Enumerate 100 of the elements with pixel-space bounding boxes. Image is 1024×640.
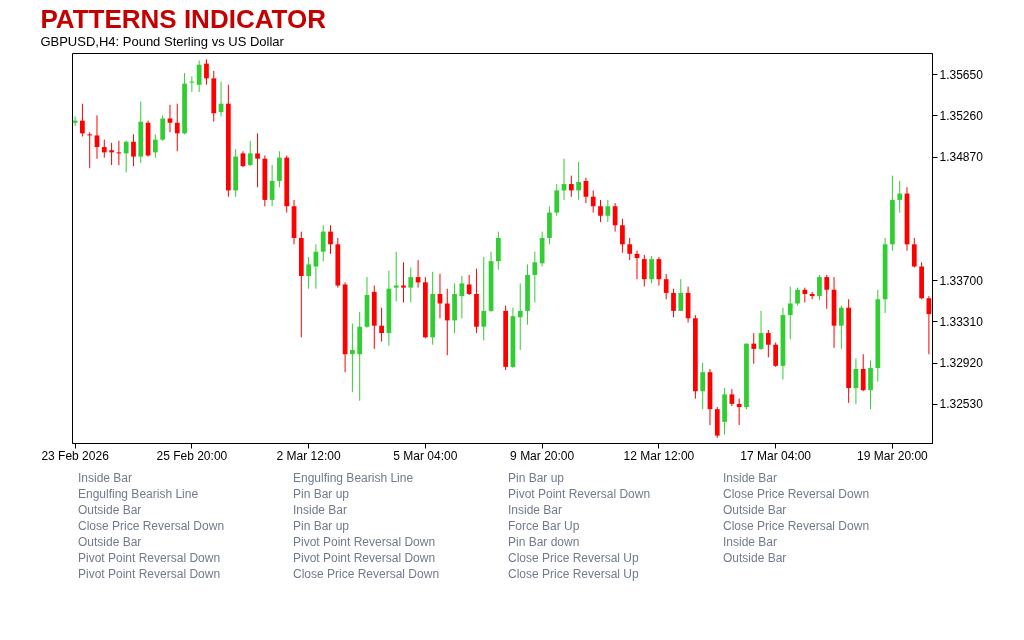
text: Inside Bar <box>508 503 563 517</box>
chart-subtitle: GBPUSD,H4: Pound Sterling vs US Dollar <box>40 33 285 49</box>
candlestick <box>495 231 501 271</box>
candlestick <box>459 275 465 319</box>
text: Inside Bar <box>723 471 778 485</box>
candlestick <box>204 58 209 86</box>
candlestick <box>466 274 472 296</box>
text: Pin Bar up <box>508 471 565 485</box>
candlestick <box>277 150 282 188</box>
candlestick <box>444 288 450 356</box>
candlestick <box>620 218 625 254</box>
text: Outside Bar <box>78 503 142 517</box>
candlestick <box>868 360 873 410</box>
text: Engulfing Bearish Line <box>78 487 199 501</box>
candlestick <box>554 183 560 217</box>
candlestick <box>379 307 384 343</box>
text: Close Price Reversal Down <box>723 519 870 533</box>
text: Pivot Point Reversal Down <box>78 567 221 581</box>
y-tick-label: 1.32530 <box>939 397 984 412</box>
candlestick <box>189 75 195 93</box>
text: Force Bar Up <box>508 519 580 533</box>
x-tick-label: 12 Mar 12:00 <box>623 448 695 463</box>
candlestick <box>598 199 603 223</box>
candlestick <box>87 131 93 169</box>
candlestick <box>605 199 611 223</box>
candlestick <box>773 342 779 368</box>
candlestick <box>824 274 830 310</box>
candlestick <box>481 256 487 341</box>
candlestick <box>663 273 669 300</box>
candlestick <box>532 251 538 303</box>
candlestick <box>408 267 414 303</box>
candlestick <box>649 255 654 284</box>
candlestick <box>751 332 757 365</box>
text: Engulfing Bearish Line <box>293 471 414 485</box>
candlestick <box>590 189 596 214</box>
candlestick <box>153 133 158 159</box>
candlestick <box>328 224 333 255</box>
text: Close Price Reversal Up <box>508 551 640 565</box>
text: Pin Bar up <box>293 519 350 533</box>
candlestick <box>131 133 136 167</box>
candlestick <box>255 132 260 188</box>
y-tick-label: 1.35650 <box>939 67 984 82</box>
x-tick-label: 25 Feb 20:00 <box>156 448 228 463</box>
candlestick <box>80 103 85 137</box>
y-tick-label: 1.35260 <box>939 108 984 123</box>
text: Inside Bar <box>78 471 133 485</box>
candlestick <box>196 59 202 93</box>
candlestick <box>160 114 166 142</box>
x-tick-label: 2 Mar 12:00 <box>276 448 341 463</box>
candlestick <box>517 282 523 351</box>
candlestick <box>350 323 355 393</box>
candlestick <box>911 237 917 269</box>
text: Inside Bar <box>723 535 778 549</box>
x-tick-label: 9 Mar 20:00 <box>510 448 575 463</box>
text: Pivot Point Reversal Down <box>508 487 651 501</box>
candlestick <box>678 278 684 312</box>
candlestick <box>393 251 399 302</box>
candlestick <box>809 291 815 300</box>
text: Pivot Point Reversal Down <box>293 551 436 565</box>
candlestick <box>174 103 180 152</box>
text: Close Price Reversal Down <box>723 487 870 501</box>
candlestick <box>838 305 844 350</box>
candlestick <box>627 237 633 261</box>
candlestick <box>897 180 903 214</box>
x-tick-label: 5 Mar 04:00 <box>393 448 458 463</box>
text: Pin Bar up <box>293 487 350 501</box>
x-tick-label: 23 Feb 2026 <box>41 448 110 463</box>
candlestick <box>576 161 581 201</box>
candlestick <box>671 288 676 318</box>
candlestick <box>860 353 866 392</box>
candlestick <box>320 224 326 262</box>
text: Inside Bar <box>293 503 348 517</box>
candlestick <box>765 329 771 358</box>
candlestick <box>568 175 574 198</box>
text: Pin Bar down <box>508 535 580 549</box>
candlestick <box>109 142 114 166</box>
candlestick <box>641 254 647 288</box>
candlestick <box>247 140 253 167</box>
text: Close Price Reversal Down <box>78 519 225 533</box>
candlestick <box>736 398 742 426</box>
text: Pivot Point Reversal Down <box>293 535 436 549</box>
text: Outside Bar <box>78 535 142 549</box>
text: Outside Bar <box>723 503 787 517</box>
candlestick <box>401 261 406 303</box>
y-tick-label: 1.33310 <box>939 314 984 329</box>
y-tick-label: 1.34870 <box>939 150 984 165</box>
text: Pivot Point Reversal Down <box>78 551 221 565</box>
x-tick-label: 17 Mar 04:00 <box>740 448 812 463</box>
candlestick <box>817 274 822 301</box>
candlestick <box>306 256 311 290</box>
candlestick <box>787 286 793 340</box>
candlestick <box>123 140 129 173</box>
text: Close Price Reversal Down <box>293 567 440 581</box>
chart-title: PATTERNS INDICATOR <box>40 3 327 34</box>
y-tick-label: 1.32920 <box>939 356 984 371</box>
x-tick-label: 19 Mar 20:00 <box>857 448 929 463</box>
candlestick <box>269 164 275 207</box>
candlestick <box>700 362 706 410</box>
y-tick-label: 1.33700 <box>939 273 984 288</box>
text: Close Price Reversal Up <box>508 567 640 581</box>
